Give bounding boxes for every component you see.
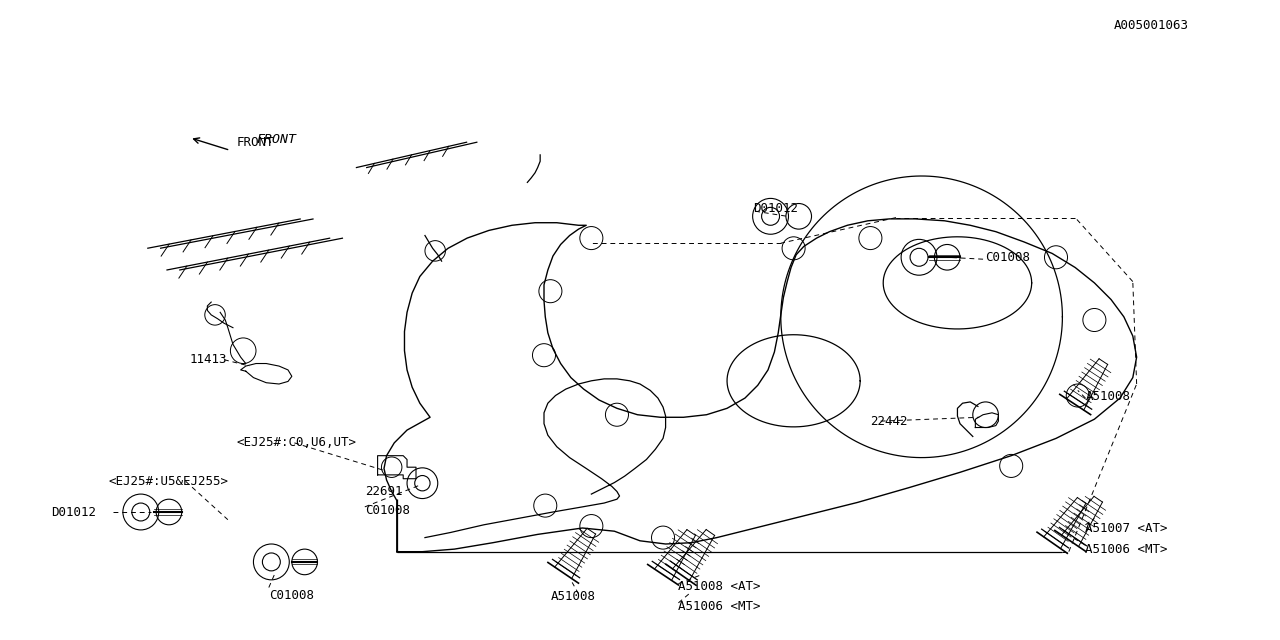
Text: A51008: A51008: [1085, 390, 1130, 403]
Text: 22442: 22442: [870, 415, 908, 428]
Text: A51006 <MT>: A51006 <MT>: [1085, 543, 1167, 556]
Text: FRONT: FRONT: [256, 133, 296, 146]
Text: <EJ25#:C0,U6,UT>: <EJ25#:C0,U6,UT>: [237, 436, 357, 449]
Text: C01008: C01008: [986, 251, 1030, 264]
Text: A51006 <MT>: A51006 <MT>: [678, 600, 760, 613]
Text: C01008: C01008: [269, 589, 314, 602]
Text: A51007 <AT>: A51007 <AT>: [1085, 522, 1167, 535]
Text: <EJ25#:U5&EJ255>: <EJ25#:U5&EJ255>: [109, 475, 229, 488]
Text: D01012: D01012: [51, 506, 96, 518]
Text: FRONT: FRONT: [237, 136, 274, 148]
Text: C01008: C01008: [365, 504, 410, 517]
Text: 11413: 11413: [189, 353, 227, 366]
Text: A51008: A51008: [550, 590, 595, 603]
Text: A005001063: A005001063: [1114, 19, 1189, 32]
Text: D01012: D01012: [753, 202, 797, 214]
Text: A51008 <AT>: A51008 <AT>: [678, 580, 760, 593]
Text: 22691: 22691: [365, 485, 402, 498]
